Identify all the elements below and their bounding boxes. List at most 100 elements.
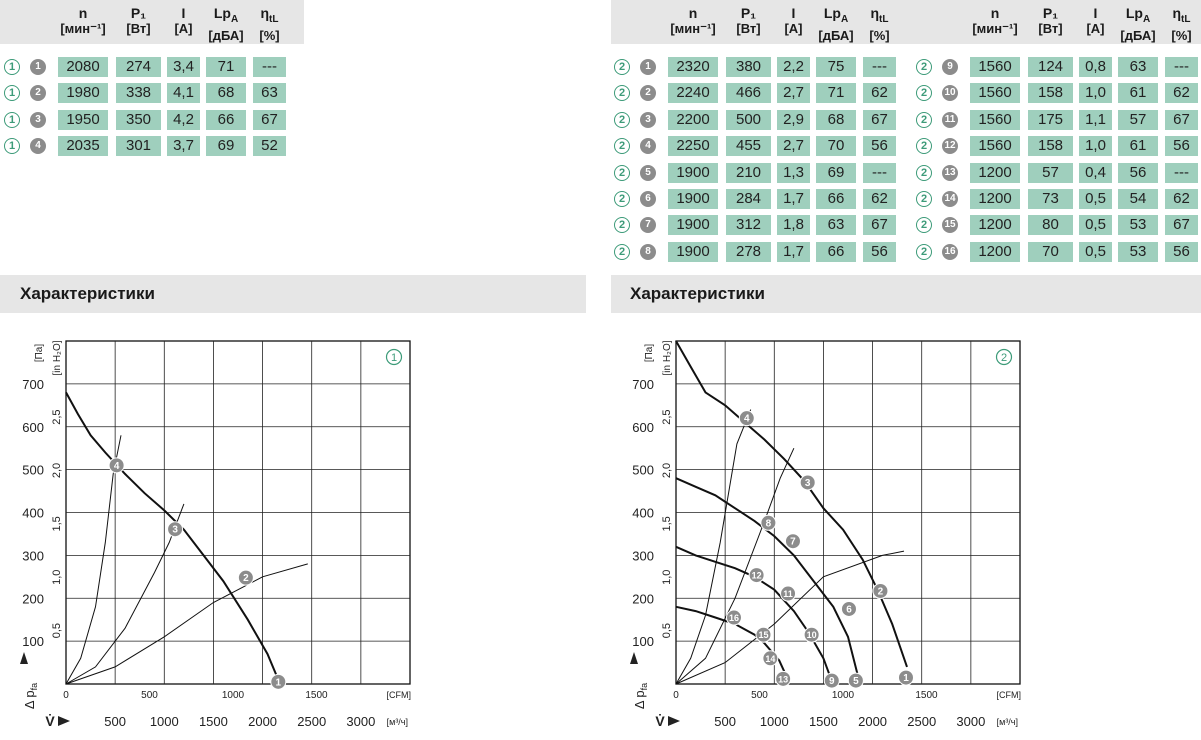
table-cell-eta: ---	[1165, 57, 1198, 77]
table-cell-p1: 500	[726, 109, 771, 130]
group-marker-right-b: 2	[916, 217, 932, 234]
fan-curve-line	[675, 477, 859, 676]
y-axis-symbol: Δ pfa	[632, 683, 649, 709]
operating-point-label: 4	[744, 414, 750, 425]
table-cell-lpa: 54	[1118, 189, 1158, 209]
col-header-left-3: LpA [дБА]	[200, 5, 252, 44]
y-tick-label: 100	[632, 634, 654, 649]
table-cell-p1: 278	[726, 241, 771, 262]
operating-point-marker	[799, 474, 816, 491]
y2-tick-label: 1,5	[661, 516, 673, 531]
col-header-symbol: η	[1172, 5, 1182, 21]
point-marker-right-a: 1	[640, 59, 656, 75]
x-unit-label: [м³/ч]	[997, 717, 1018, 727]
col-header-left-1: P₁ [Вт]	[110, 5, 167, 37]
table-cell-eta: 67	[1165, 215, 1198, 236]
table-cell-n: 2250	[668, 136, 718, 157]
group-marker-left: 1	[4, 59, 20, 75]
y-unit-label: [Па]	[34, 344, 45, 363]
col-header-subscript: A	[230, 13, 239, 25]
chart-group-marker-label: 1	[391, 352, 397, 364]
table-cell-i: 1,7	[777, 241, 810, 262]
col-header-unit: [дБА]	[1120, 27, 1156, 43]
table-cell-n: 1200	[970, 241, 1020, 262]
y2-tick-label: 2,0	[661, 463, 673, 478]
table-cell-i: 1,8	[777, 215, 810, 236]
table-cell-eta: ---	[863, 162, 896, 183]
cfm-tick-label: 500	[751, 690, 768, 701]
operating-point-label: 8	[766, 518, 772, 529]
x-tick-label: 3000	[346, 714, 375, 729]
col-header-unit: [А]	[1086, 21, 1105, 36]
table-cell-eta: 63	[253, 83, 286, 104]
table-cell-lpa: 63	[816, 215, 856, 236]
table-cell-i: 1,0	[1079, 83, 1112, 104]
table-cell-p1: 466	[726, 83, 771, 104]
table-cell-i: 1,7	[777, 189, 810, 209]
chart-group-marker-label: 2	[1001, 352, 1007, 364]
table-cell-lpa: 53	[1118, 215, 1158, 236]
group-marker-right-b: 2	[916, 243, 932, 260]
y-axis-arrow-icon	[20, 652, 28, 664]
operating-point-label: 11	[783, 589, 793, 599]
table-cell-n: 2320	[668, 57, 718, 77]
group-marker-right-b: 2	[916, 59, 932, 75]
table-cell-p1: 338	[116, 83, 161, 104]
table-cell-n: 2035	[58, 136, 108, 157]
col-header-unit: [А]	[784, 21, 803, 36]
table-cell-eta: 67	[863, 215, 896, 236]
table-cell-p1: 175	[1028, 109, 1073, 130]
operating-point-marker	[784, 533, 801, 550]
y-tick-label: 500	[632, 463, 654, 478]
group-marker-right-a: 2	[614, 85, 630, 102]
system-resistance-line	[675, 447, 795, 685]
group-marker-left: 1	[4, 111, 20, 128]
y-tick-label: 200	[22, 591, 44, 606]
table-cell-lpa: 66	[816, 241, 856, 262]
operating-point-label: 12	[752, 571, 762, 581]
col-header-symbol: I	[1093, 5, 1098, 21]
y2-tick-label: 1,0	[51, 570, 63, 585]
table-cell-p1: 158	[1028, 136, 1073, 157]
operating-point-marker	[270, 673, 287, 690]
table-cell-n: 1950	[58, 109, 108, 130]
table-cell-i: 0,5	[1079, 189, 1112, 209]
table-cell-n: 1900	[668, 162, 718, 183]
operating-point-marker	[847, 672, 864, 689]
x-tick-label: 500	[714, 714, 736, 729]
cfm-tick-label: 1500	[915, 690, 938, 701]
y2-tick-label: 0,5	[661, 623, 673, 638]
group-marker-right-b: 2	[916, 191, 932, 207]
point-marker-left: 1	[30, 59, 46, 75]
table-cell-i: 2,7	[777, 136, 810, 157]
y-tick-label: 700	[22, 377, 44, 392]
x-unit-label: [м³/ч]	[387, 717, 408, 727]
y2-tick-label: 2,5	[51, 409, 63, 424]
col-header-right-a-3: LpA [дБА]	[810, 5, 862, 44]
point-marker-right-b: 13	[942, 164, 958, 181]
col-header-right-b-0: n [мин⁻¹]	[964, 5, 1026, 37]
operating-point-marker	[760, 514, 777, 531]
x-axis-symbol: V̇	[45, 713, 55, 729]
col-header-right-b-1: P₁ [Вт]	[1022, 5, 1079, 37]
x-tick-label: 1500	[199, 714, 228, 729]
point-marker-right-a: 2	[640, 85, 656, 102]
col-header-symbol: P₁	[740, 5, 757, 21]
table-cell-p1: 73	[1028, 189, 1073, 209]
cfm-tick-label: 1000	[222, 690, 245, 701]
table-cell-n: 1560	[970, 57, 1020, 77]
y-unit-label: [Па]	[644, 344, 655, 363]
table-cell-p1: 124	[1028, 57, 1073, 77]
table-cell-eta: 67	[253, 109, 286, 130]
y2-tick-label: 1,5	[51, 516, 63, 531]
group-marker-right-a: 2	[614, 59, 630, 75]
table-cell-n: 1900	[668, 189, 718, 209]
table-cell-eta: 62	[1165, 83, 1198, 104]
y2-tick-label: 0,5	[51, 623, 63, 638]
table-cell-lpa: 69	[206, 136, 246, 157]
x-tick-label: 2000	[858, 714, 887, 729]
table-header-band-left	[0, 0, 304, 44]
table-cell-i: 0,5	[1079, 241, 1112, 262]
col-header-symbol: η	[870, 5, 880, 21]
col-header-right-b-4: ηtL [%]	[1159, 5, 1201, 44]
